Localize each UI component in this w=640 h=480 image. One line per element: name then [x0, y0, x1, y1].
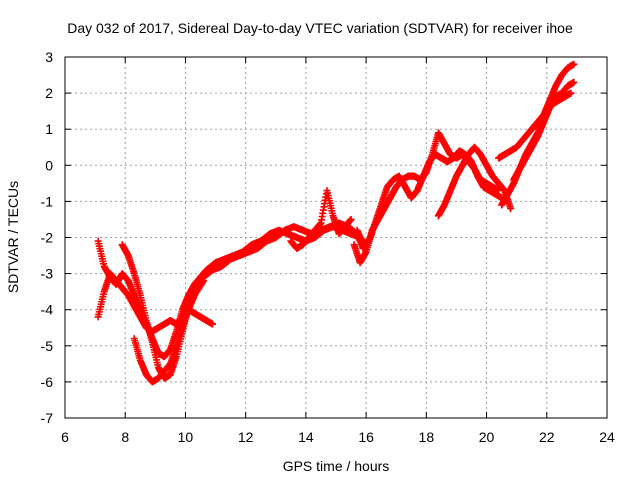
- x-tick-labels: 6 8 10 12 14 16 18 20 22 24: [61, 429, 615, 445]
- x-tick-label: 22: [539, 429, 555, 445]
- y-axis-title: SDTVAR / TECUs: [5, 181, 21, 293]
- x-tick-label: 14: [298, 429, 314, 445]
- x-tick-label: 18: [419, 429, 435, 445]
- y-tick-label: -1: [41, 193, 54, 209]
- grid-lines: [65, 57, 607, 418]
- y-tick-label: -3: [41, 266, 54, 282]
- data-point: [199, 278, 207, 286]
- y-tick-label: -2: [41, 230, 54, 246]
- y-tick-label: -6: [41, 374, 54, 390]
- data-point: [567, 89, 575, 97]
- y-tick-label: 3: [45, 49, 53, 65]
- y-tick-label: -5: [41, 338, 54, 354]
- chart-title: Day 032 of 2017, Sidereal Day-to-day VTE…: [67, 20, 573, 36]
- x-tick-label: 12: [238, 429, 254, 445]
- y-tick-label: 2: [45, 85, 53, 101]
- x-tick-label: 24: [599, 429, 615, 445]
- data-point: [209, 320, 217, 328]
- x-tick-label: 8: [121, 429, 129, 445]
- y-tick-label: 0: [45, 157, 53, 173]
- data-point: [507, 205, 515, 213]
- x-tick-label: 10: [178, 429, 194, 445]
- data-point: [570, 78, 578, 86]
- x-tick-label: 6: [61, 429, 69, 445]
- y-tick-label: 1: [45, 121, 53, 137]
- data-point: [347, 215, 355, 223]
- data-point: [200, 277, 208, 285]
- x-tick-label: 20: [479, 429, 495, 445]
- x-axis-title: GPS time / hours: [283, 458, 390, 474]
- y-tick-label: -7: [41, 410, 54, 426]
- plot-frame: [64, 56, 608, 419]
- data-points: [94, 60, 578, 386]
- data-point: [570, 60, 578, 68]
- y-tick-label: -4: [41, 302, 54, 318]
- x-tick-label: 16: [358, 429, 374, 445]
- y-tick-labels: -7 -6 -5 -4 -3 -2 -1 0 1 2 3: [41, 49, 54, 426]
